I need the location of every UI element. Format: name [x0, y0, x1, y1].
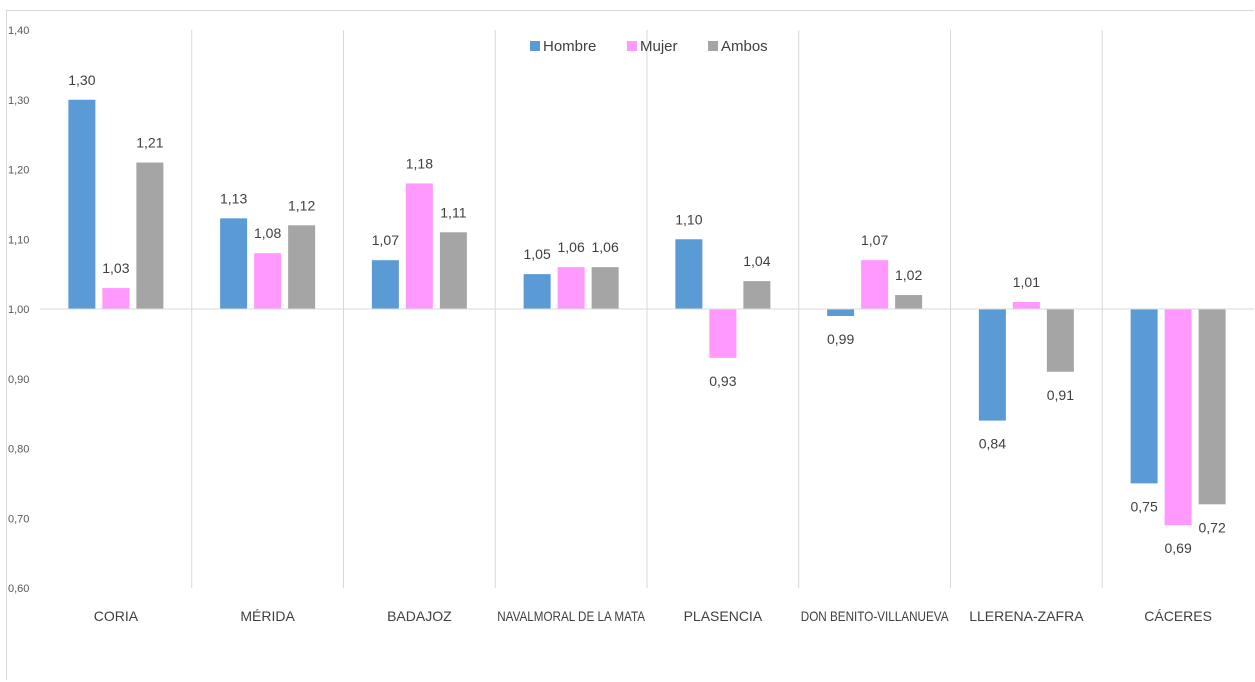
data-label: 0,72: [1199, 519, 1226, 535]
bar-ambos: [1198, 309, 1226, 505]
data-label: 1,06: [592, 239, 619, 255]
bar-hombre: [371, 260, 399, 309]
bar-ambos: [743, 281, 771, 309]
bar-hombre: [68, 99, 96, 309]
legend-swatch-ambos: [708, 41, 718, 51]
bar-mujer: [1012, 302, 1040, 309]
bar-mujer: [861, 260, 889, 309]
data-label: 1,30: [68, 72, 95, 88]
bar-ambos: [136, 162, 164, 309]
data-label: 1,03: [102, 260, 129, 276]
data-label: 1,01: [1013, 274, 1040, 290]
data-label: 1,06: [558, 239, 585, 255]
data-label: 0,84: [979, 436, 1006, 452]
bar-hombre: [1130, 309, 1158, 484]
data-label: 0,99: [827, 331, 854, 347]
bar-mujer: [254, 253, 282, 309]
legend-label: Mujer: [640, 38, 678, 55]
data-label: 1,07: [372, 232, 399, 248]
bar-ambos: [1046, 309, 1074, 372]
bar-mujer: [405, 183, 433, 309]
data-label: 0,75: [1131, 498, 1158, 514]
data-label: 1,11: [440, 204, 466, 220]
y-tick-label: 0,60: [8, 583, 29, 595]
data-label: 0,69: [1165, 540, 1192, 556]
chart-frame: [6, 10, 1254, 680]
bar-hombre: [675, 239, 703, 309]
bar-ambos: [439, 232, 467, 309]
data-label: 0,91: [1047, 387, 1074, 403]
data-label: 1,04: [743, 253, 770, 269]
data-label: 1,08: [254, 225, 281, 241]
bar-mujer: [709, 309, 737, 358]
data-label: 1,13: [220, 190, 247, 206]
data-label: 1,18: [406, 155, 433, 171]
y-tick-label: 1,20: [8, 165, 29, 177]
data-label: 1,07: [861, 232, 888, 248]
bar-mujer: [102, 288, 130, 309]
y-tick-label: 0,90: [8, 374, 29, 386]
data-label: 1,10: [675, 211, 702, 227]
x-tick-label: BADAJOZ: [387, 608, 452, 624]
y-tick-label: 0,70: [8, 513, 29, 525]
x-tick-label: DON BENITO-VILLANUEVA: [801, 608, 949, 624]
x-tick-label: NAVALMORAL DE LA MATA: [497, 608, 645, 624]
x-tick-label: MÉRIDA: [240, 608, 295, 624]
data-label: 0,93: [709, 373, 736, 389]
legend-swatch-hombre: [530, 41, 540, 51]
legend-label: Hombre: [543, 38, 596, 55]
x-tick-label: PLASENCIA: [684, 608, 763, 624]
bar-hombre: [978, 309, 1006, 421]
y-tick-label: 1,00: [8, 304, 29, 316]
legend-label: Ambos: [721, 38, 768, 55]
bar-hombre: [220, 218, 248, 309]
bar-hombre: [827, 309, 855, 316]
bar-mujer: [1164, 309, 1192, 526]
data-label: 1,05: [524, 246, 551, 262]
data-label: 1,12: [288, 197, 315, 213]
bar-ambos: [895, 295, 923, 309]
bar-ambos: [591, 267, 619, 309]
data-label: 1,02: [895, 267, 922, 283]
x-tick-label: LLERENA-ZAFRA: [969, 608, 1084, 624]
data-label: 1,21: [136, 135, 163, 151]
x-tick-label: CÁCERES: [1144, 608, 1212, 624]
y-tick-label: 0,80: [8, 444, 29, 456]
y-tick-label: 1,30: [8, 95, 29, 107]
x-tick-label: CORIA: [94, 608, 139, 624]
bar-mujer: [557, 267, 585, 309]
y-tick-label: 1,40: [8, 25, 29, 37]
y-tick-label: 1,10: [8, 234, 29, 246]
bar-ambos: [288, 225, 316, 309]
legend-swatch-mujer: [627, 41, 637, 51]
bar-hombre: [523, 274, 551, 309]
